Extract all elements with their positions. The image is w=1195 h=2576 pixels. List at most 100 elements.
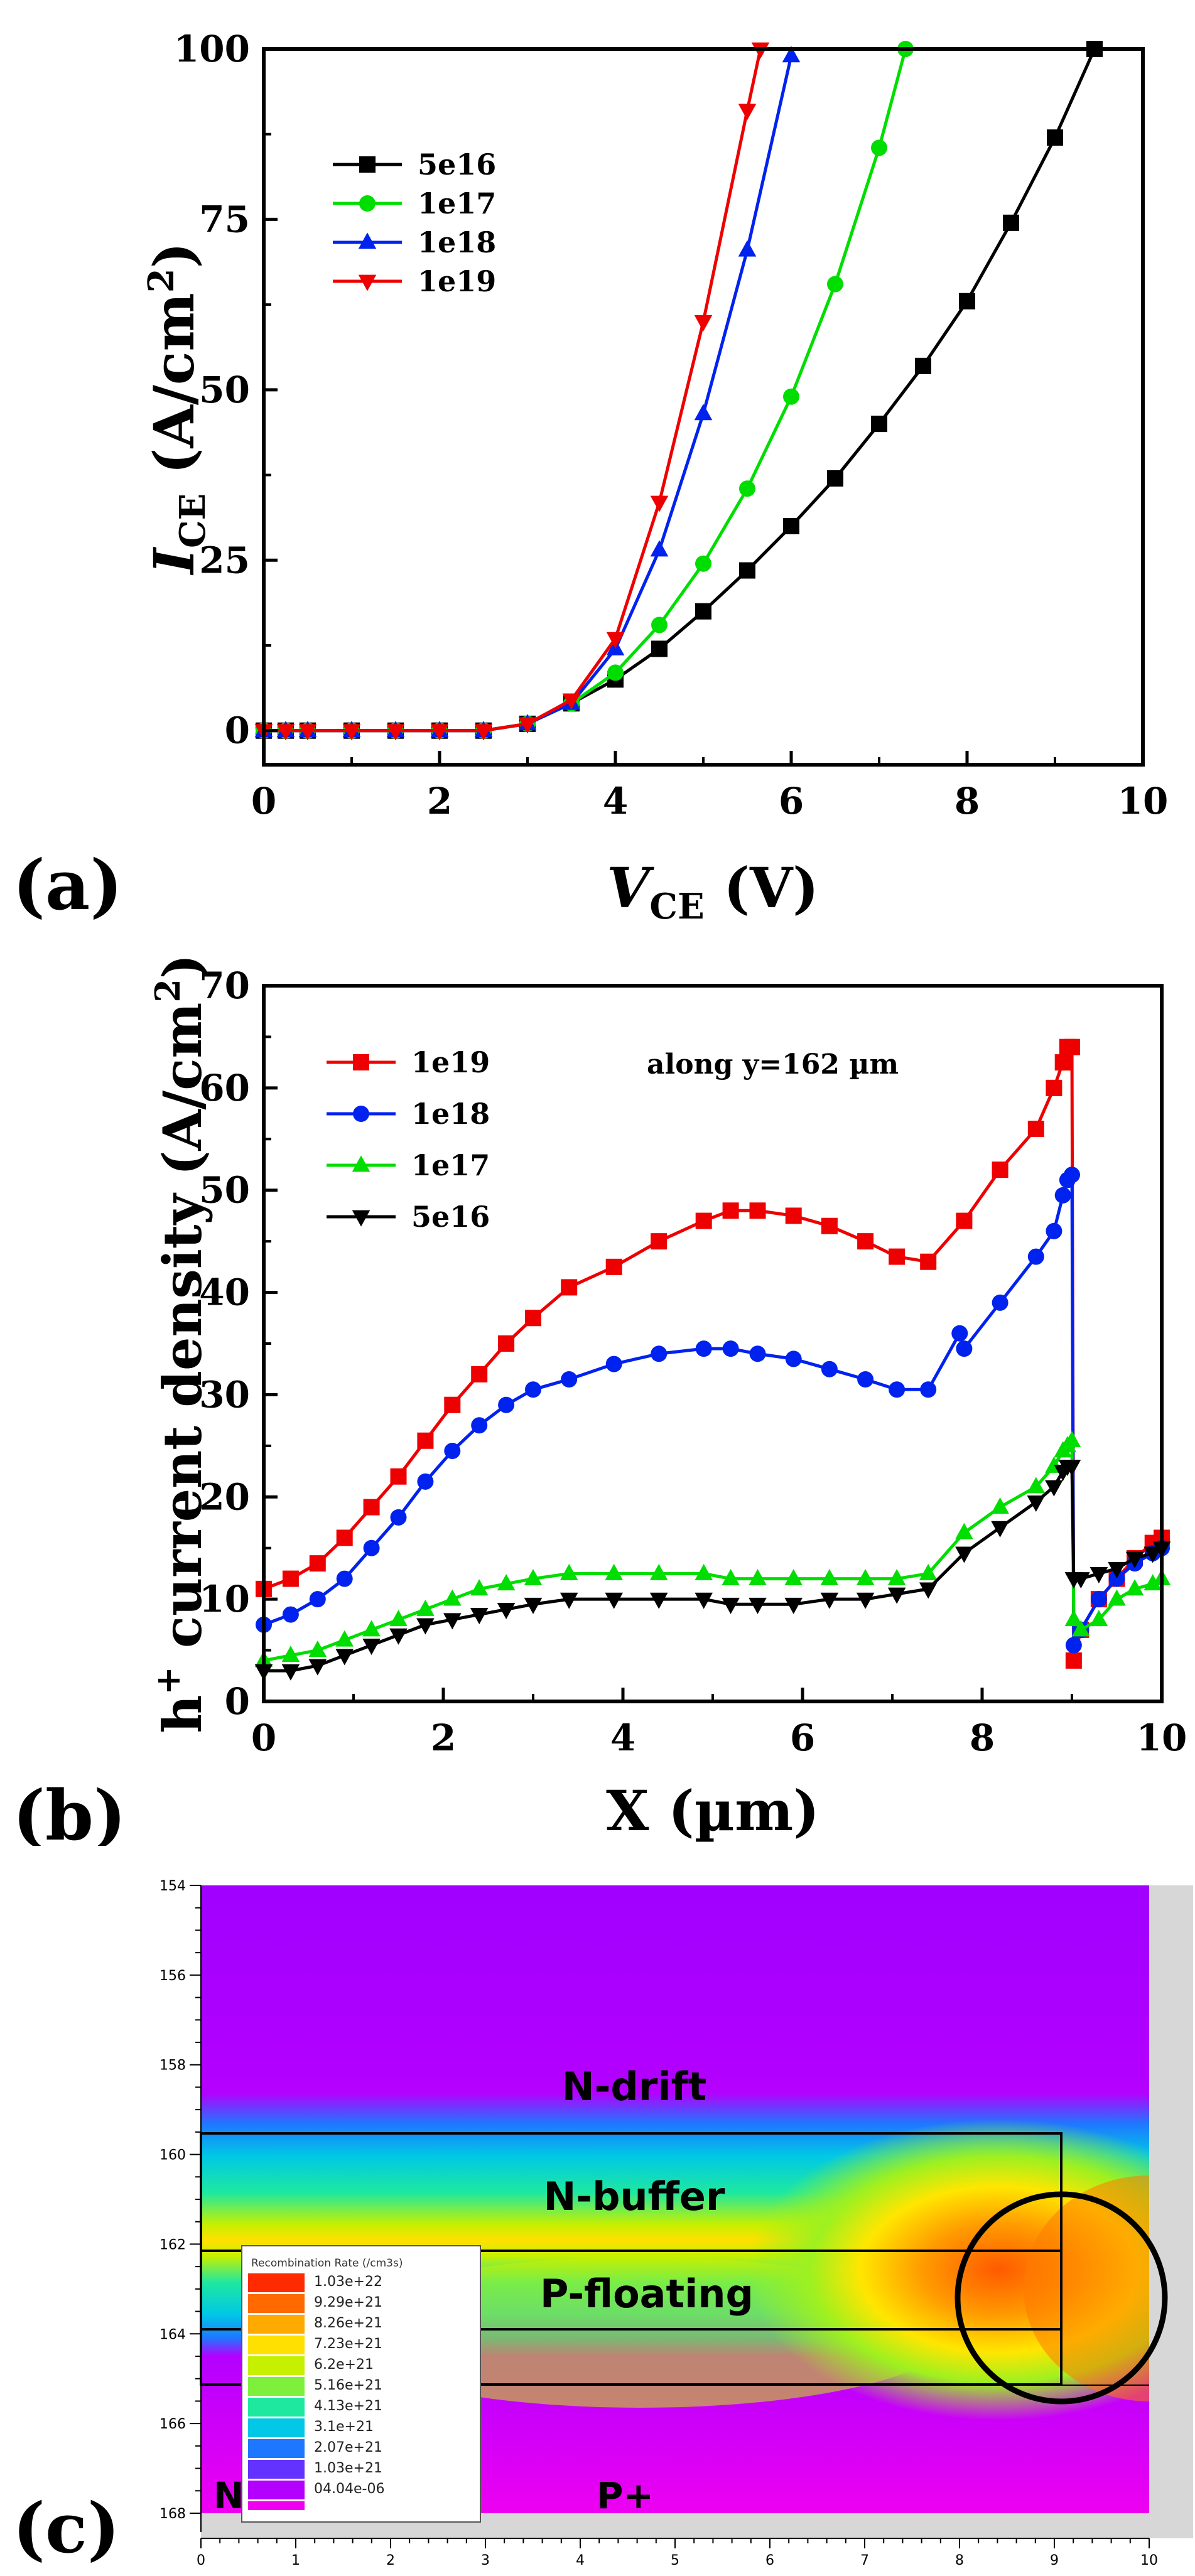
data-point <box>722 1597 740 1614</box>
data-point <box>443 1613 462 1630</box>
data-point <box>561 1279 578 1296</box>
legend-swatch <box>248 2439 305 2458</box>
data-point <box>474 724 493 741</box>
data-point <box>363 1499 380 1516</box>
data-point <box>920 1253 937 1270</box>
legend-label: 5e16 <box>411 1200 490 1234</box>
x-tick-label: 2 <box>386 2553 395 2568</box>
series-1e18 <box>256 1167 1170 1654</box>
data-point <box>518 717 537 734</box>
legend-value: 04.04e-06 <box>314 2481 384 2497</box>
series-1e17 <box>254 1431 1171 1668</box>
data-point <box>992 1161 1008 1178</box>
legend-swatch <box>248 2294 305 2313</box>
data-point <box>919 1582 938 1599</box>
data-point <box>651 1233 668 1250</box>
legend-label: 1e19 <box>411 1045 490 1079</box>
data-point <box>959 293 975 310</box>
legend-value: 6.2e+21 <box>314 2357 374 2373</box>
data-point <box>605 1258 622 1275</box>
series-line <box>263 1045 1163 1663</box>
legend-marker <box>358 274 377 291</box>
series-line <box>264 55 793 733</box>
series-line <box>264 48 1096 733</box>
data-point <box>470 1608 489 1625</box>
data-point <box>362 1620 381 1637</box>
data-point <box>605 1592 623 1609</box>
data-point <box>281 1646 300 1663</box>
data-point <box>1144 1574 1162 1591</box>
cell-boundary <box>201 2385 1149 2386</box>
y-tick-label: 10 <box>199 1578 250 1620</box>
x-tick-label: 4 <box>603 780 628 822</box>
data-point <box>471 1417 488 1434</box>
y-tick-label: 20 <box>199 1475 250 1518</box>
data-point <box>1063 1431 1081 1448</box>
region-pfloating-outline <box>200 2250 1063 2331</box>
legend-value: 5.16e+21 <box>314 2378 382 2393</box>
data-point <box>389 1628 408 1645</box>
data-point <box>336 1529 353 1546</box>
data-point <box>694 315 713 331</box>
legend-marker <box>358 232 377 249</box>
legend-value: 8.26e+21 <box>314 2315 382 2331</box>
data-point <box>1125 1579 1144 1596</box>
data-point <box>991 1497 1009 1514</box>
legend-value: 2.07e+21 <box>314 2440 382 2455</box>
legend-label: 1e19 <box>418 264 496 298</box>
legend-marker <box>353 1054 369 1070</box>
legend-label: 1e17 <box>418 186 496 220</box>
legend-marker <box>352 1155 370 1172</box>
data-point <box>827 276 843 293</box>
data-point <box>362 1639 381 1656</box>
data-point <box>525 1310 541 1327</box>
legend-entry: 5e16 <box>327 1200 490 1234</box>
y-tick-label: 40 <box>199 1271 250 1314</box>
data-point <box>651 640 668 657</box>
data-point <box>991 1521 1009 1538</box>
x-tick-label: 0 <box>251 1716 276 1759</box>
y-tick-label: 50 <box>199 1169 250 1212</box>
data-point <box>525 1381 541 1398</box>
data-point <box>955 1522 973 1539</box>
data-point <box>694 404 713 421</box>
data-point <box>783 518 799 534</box>
legend-swatch <box>248 2377 305 2396</box>
data-point <box>390 1509 407 1526</box>
x-tick-label: 6 <box>765 2553 774 2568</box>
data-point <box>649 1592 668 1609</box>
legend-marker <box>359 156 376 173</box>
data-point <box>1090 1567 1108 1584</box>
x-tick-label: 7 <box>860 2553 869 2568</box>
x-tick-label: 0 <box>197 2553 205 2568</box>
data-point <box>444 1396 461 1413</box>
data-point <box>282 1606 299 1623</box>
y-tick-label: 0 <box>225 1680 250 1723</box>
legend-entry: 1e18 <box>333 225 496 259</box>
data-point <box>1090 1610 1108 1627</box>
data-point <box>281 1664 300 1681</box>
data-point <box>1027 1248 1044 1265</box>
data-point <box>1064 1610 1083 1627</box>
data-point <box>695 1592 713 1609</box>
legend-swatch <box>248 2336 305 2354</box>
data-point <box>889 1248 906 1265</box>
data-point <box>889 1381 906 1398</box>
legend-swatch <box>248 2356 305 2375</box>
series-line <box>264 48 907 733</box>
data-point <box>722 1340 739 1357</box>
data-point <box>605 1563 623 1580</box>
data-point <box>695 603 711 620</box>
x-axis-label-b: X (µm) <box>606 1778 819 1843</box>
legend-label: 1e18 <box>411 1097 490 1131</box>
y-tick-label: 154 <box>160 1878 186 1894</box>
data-point <box>1046 1079 1063 1096</box>
legend-entry: 5e16 <box>333 148 496 181</box>
annotation-b: along y=162 µm <box>647 1048 899 1081</box>
x-tick-label: 4 <box>576 2553 585 2568</box>
data-point <box>561 1371 578 1388</box>
data-point <box>1027 1121 1044 1137</box>
data-point <box>992 1294 1008 1311</box>
data-point <box>471 1366 488 1382</box>
